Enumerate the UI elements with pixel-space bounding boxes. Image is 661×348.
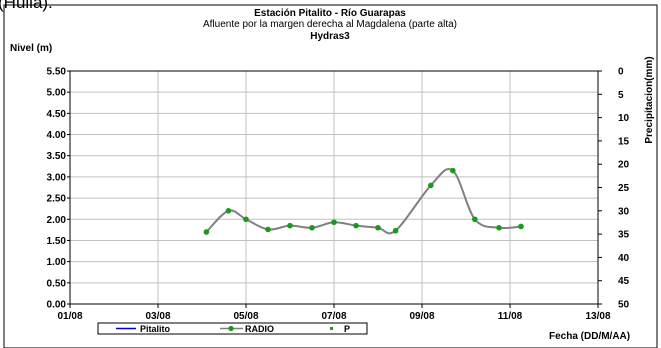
data-point — [287, 222, 293, 229]
y-tick-label: 1.00 — [47, 257, 67, 268]
y-ticks: 0.00 0.50 1.00 1.50 2.00 2.50 3.00 3.50 4.00 4.50… — [47, 67, 70, 311]
legend-p: P — [344, 324, 350, 334]
data-point — [496, 224, 502, 231]
x-tick-label: 03/08 — [145, 311, 170, 322]
y2-tick-label: 30 — [618, 206, 630, 217]
y-tick-label: 5.50 — [47, 67, 67, 78]
legend-radio: RADIO — [245, 324, 274, 334]
y-tick-label: 5.00 — [47, 88, 67, 99]
series-line-radio — [205, 168, 522, 235]
grid-layer — [70, 71, 598, 304]
y2-ticks: 0 5 10 15 20 25 30 35 40 45 50 — [598, 67, 630, 311]
y-tick-label: 4.00 — [47, 130, 67, 141]
y-tick-label: 2.00 — [47, 215, 67, 226]
y-axis-label: Nivel (m) — [10, 43, 52, 54]
x-tick-label: 01/08 — [57, 311, 82, 322]
y2-tick-label: 35 — [618, 230, 630, 241]
y2-axis-label: Precipitacion(mm) — [644, 56, 655, 143]
legend-radio-marker — [228, 325, 234, 332]
data-point — [392, 227, 399, 234]
y2-tick-label: 10 — [618, 113, 630, 124]
y-tick-label: 2.50 — [47, 194, 67, 205]
data-point — [331, 219, 337, 226]
legend: Pitalito RADIO P — [97, 322, 368, 335]
data-point — [243, 216, 249, 223]
x-tick-label: 09/08 — [409, 311, 434, 322]
y2-tick-label: 50 — [618, 300, 630, 311]
y2-tick-label: 0 — [618, 67, 624, 78]
x-tick-label: 11/08 — [498, 311, 523, 322]
chart-frame — [3, 4, 658, 348]
y-tick-label: 1.50 — [47, 236, 67, 247]
y2-tick-label: 45 — [618, 276, 630, 287]
y-tick-label: 3.00 — [47, 172, 67, 183]
data-point — [518, 223, 524, 230]
caption-fragment: (Huila). — [0, 0, 53, 12]
legend-pitalito: Pitalito — [140, 324, 171, 334]
y2-tick-label: 15 — [618, 136, 630, 147]
data-point — [265, 226, 271, 233]
data-point — [353, 222, 359, 229]
y2-tick-label: 5 — [618, 90, 624, 101]
x-tick-label: 05/08 — [233, 311, 258, 322]
x-ticks: 01/08 03/08 05/08 07/08 09/08 11/08 13/08 — [57, 304, 611, 322]
y2-tick-label: 40 — [618, 253, 630, 264]
y-tick-label: 0.00 — [47, 300, 67, 311]
x-tick-label: 13/08 — [585, 311, 610, 322]
legend-p-marker — [330, 327, 333, 330]
data-point — [450, 167, 456, 174]
series-layer — [203, 167, 524, 235]
data-point — [225, 208, 232, 214]
chart-title: Estación Pitalito - Río Guarapas — [254, 8, 406, 19]
x-tick-label: 07/08 — [321, 311, 346, 322]
chart-subtitle2: Hydras3 — [310, 31, 350, 42]
y-tick-label: 3.50 — [47, 151, 67, 162]
data-point — [428, 182, 434, 189]
y2-tick-label: 25 — [618, 183, 630, 194]
y-tick-label: 0.50 — [47, 278, 67, 289]
data-point — [309, 224, 315, 231]
x-axis-label: Fecha (DD/M/AA) — [549, 331, 630, 342]
y2-tick-label: 20 — [618, 160, 630, 171]
data-point — [375, 224, 381, 231]
y-tick-label: 4.50 — [47, 109, 67, 120]
chart-subtitle: Afluente por la margen derecha al Magdal… — [203, 19, 457, 30]
data-point — [203, 229, 210, 235]
data-point — [472, 216, 478, 223]
